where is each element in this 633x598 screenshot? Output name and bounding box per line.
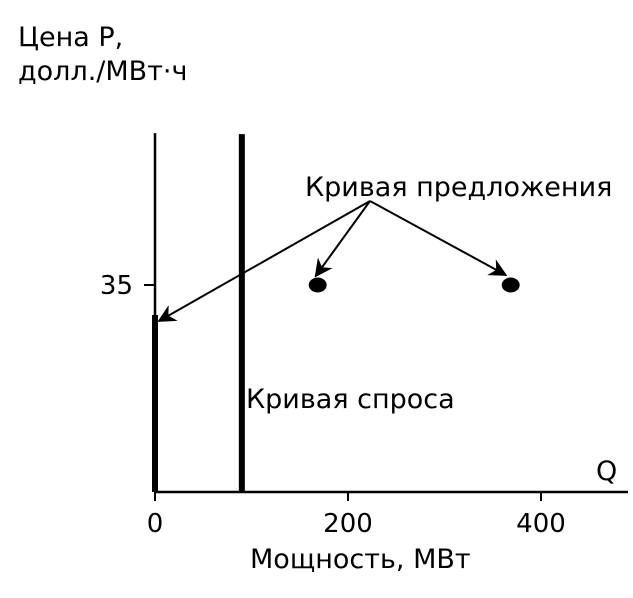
x-axis-ticks: 0 200 400 bbox=[147, 492, 566, 539]
x-tick-label: 200 bbox=[323, 509, 373, 539]
supply-arrow bbox=[314, 200, 371, 278]
y-axis-label-line-1: Цена Р, bbox=[18, 22, 123, 53]
supply-curve-label: Кривая предложения bbox=[305, 172, 612, 203]
demand-curve-label: Кривая спроса bbox=[246, 384, 455, 415]
supply-point bbox=[501, 277, 520, 293]
supply-arrow bbox=[369, 200, 508, 276]
supply-curve-arrows bbox=[157, 200, 508, 322]
x-tick-label: 0 bbox=[147, 509, 164, 539]
y-tick-label: 35 bbox=[100, 271, 133, 301]
x-axis-label: Мощность, МВт bbox=[250, 544, 471, 575]
supply-point bbox=[308, 277, 327, 293]
y-axis-label-line-2: долл./МВт·ч bbox=[18, 56, 187, 87]
x-axis-end-label: Q bbox=[596, 456, 617, 487]
supply-arrow bbox=[157, 200, 371, 322]
x-tick-label: 400 bbox=[516, 509, 566, 539]
supply-curve-points bbox=[308, 277, 520, 293]
y-axis-ticks: 35 bbox=[100, 271, 155, 301]
